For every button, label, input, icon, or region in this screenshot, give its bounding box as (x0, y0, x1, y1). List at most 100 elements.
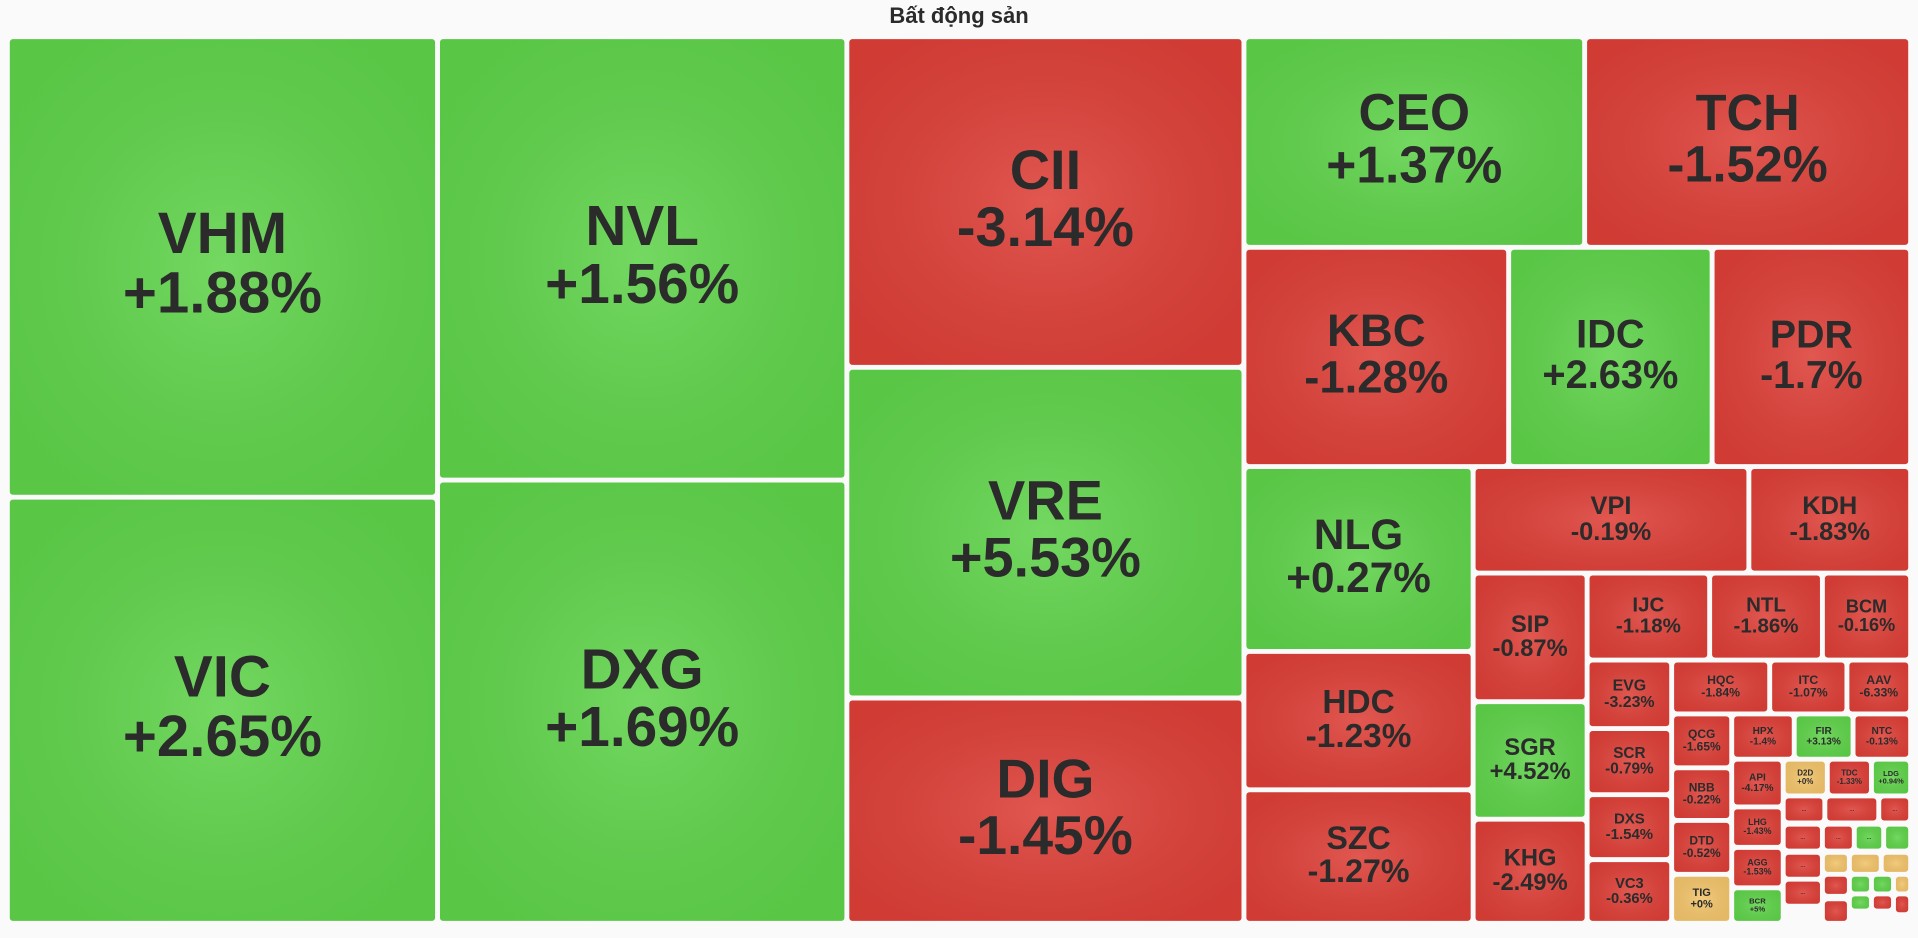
ticker-label: TIG (1693, 887, 1711, 899)
ticker-label: PDR (1770, 313, 1853, 357)
tile-shade (1734, 809, 1781, 845)
ticker-label: LHG (1748, 817, 1767, 827)
tile-shade (1674, 662, 1768, 712)
change-label: -1.86% (1734, 615, 1799, 638)
ticker-label: IDC (1576, 313, 1644, 357)
change-label: -1.52% (1668, 136, 1828, 193)
change-label: -0.16% (1838, 615, 1895, 635)
tile-shade (1246, 39, 1583, 245)
change-label: +0% (1797, 777, 1813, 786)
tile-shade (1587, 39, 1909, 245)
change-label: -1.7% (1760, 353, 1863, 397)
tile-shade (1734, 890, 1781, 921)
tile-shade (1873, 876, 1892, 892)
tile-shade (1851, 854, 1879, 872)
change-label: +0.94% (1878, 776, 1904, 785)
tile-shade (439, 39, 845, 478)
ticker-label: VHM (158, 201, 287, 266)
tile-shade (1674, 822, 1730, 872)
tile-shade (1851, 896, 1869, 909)
change-label: -4.17% (1741, 783, 1773, 794)
tile-shade (1674, 876, 1730, 921)
tile-shade (439, 482, 845, 921)
tile-shade (1785, 826, 1820, 849)
tile-shade (1589, 575, 1708, 658)
tiles: VHM+1.88%VIC+2.65%NVL+1.56%DXG+1.69%CII-… (9, 39, 1909, 921)
change-label: -1.65% (1683, 739, 1721, 753)
tile-shade (1246, 792, 1471, 921)
change-label: -1.45% (958, 804, 1133, 866)
tile-shade (1855, 716, 1909, 757)
change-label: -0.52% (1683, 846, 1721, 860)
change-label: -1.53% (1743, 867, 1771, 877)
ticker-label: NLG (1314, 511, 1403, 558)
ticker-label: NTL (1746, 594, 1786, 617)
ticker-label: TDC (1841, 769, 1858, 778)
ticker-label: ... (1801, 890, 1806, 896)
ticker-label: QCG (1688, 727, 1715, 741)
change-label: +0.27% (1286, 554, 1431, 601)
tile-shade (1734, 761, 1781, 805)
change-label: -0.87% (1493, 636, 1568, 662)
tile-shade (1475, 821, 1585, 921)
tile-shade (1475, 575, 1585, 700)
tile-shade (849, 39, 1242, 365)
tile-shade (1674, 770, 1730, 818)
ticker-label: CII (1010, 138, 1081, 201)
change-label: -1.28% (1304, 352, 1448, 403)
ticker-label: SIP (1511, 612, 1549, 638)
change-label: -1.4% (1750, 736, 1776, 747)
ticker-label: CEO (1359, 83, 1471, 141)
tile-shade (1246, 653, 1471, 788)
change-label: +5% (1750, 905, 1766, 914)
tile-shade (1785, 881, 1820, 904)
change-label: -1.83% (1789, 518, 1870, 546)
change-label: -3.14% (957, 195, 1134, 258)
tile-shade (1712, 575, 1820, 658)
change-label: -1.43% (1743, 826, 1771, 836)
tile-shade (1883, 854, 1909, 872)
change-label: +1.37% (1326, 135, 1502, 193)
ticker-label: HPX (1753, 726, 1774, 737)
ticker-label: BCM (1846, 596, 1887, 616)
tile-shade (1796, 716, 1851, 757)
tile-shade (1827, 798, 1877, 821)
tile-shade (1829, 761, 1869, 794)
ticker-label: VRE (988, 468, 1103, 531)
tile-shade (1589, 862, 1670, 921)
tile-shade (1895, 896, 1909, 913)
change-label: -1.54% (1606, 826, 1654, 843)
ticker-label: DXG (581, 638, 704, 701)
tile-shade (1824, 901, 1847, 921)
ticker-label: API (1749, 773, 1766, 784)
change-label: -0.22% (1683, 792, 1721, 806)
tile-shade (1589, 731, 1670, 793)
tile-shade (1851, 876, 1869, 892)
tile-shade (1511, 249, 1710, 465)
ticker-label: ... (1850, 807, 1855, 813)
ticker-label: AGG (1747, 857, 1767, 867)
tile-shade (1246, 469, 1471, 650)
tile-shade (1714, 249, 1909, 465)
change-label: -0.13% (1866, 736, 1898, 747)
change-label: -6.33% (1859, 686, 1898, 700)
ticker-label: KDH (1802, 492, 1857, 520)
change-label: -0.36% (1606, 891, 1653, 907)
tile-shade (1886, 826, 1909, 849)
tile-shade (1824, 575, 1909, 658)
change-label: +1.69% (545, 696, 739, 759)
tile-shade (1824, 876, 1847, 894)
tile-shade (1881, 798, 1909, 821)
ticker-label: HQC (1707, 673, 1734, 687)
tile-shade (1785, 761, 1825, 794)
tile-shade (1734, 849, 1781, 886)
tile-shade (9, 499, 436, 921)
change-label: -3.23% (1604, 694, 1654, 711)
ticker-label: ... (1836, 835, 1841, 841)
ticker-label: KBC (1327, 305, 1426, 356)
tile-shade (1785, 854, 1820, 877)
change-label: +1.88% (123, 261, 322, 326)
ticker-label: SZC (1326, 820, 1390, 856)
